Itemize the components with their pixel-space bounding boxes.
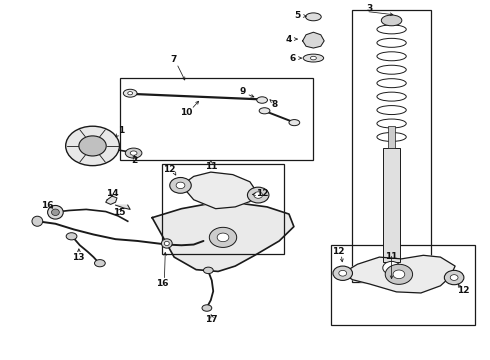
Text: 16: 16: [41, 201, 53, 210]
Text: 11: 11: [385, 252, 398, 261]
Text: 4: 4: [286, 35, 292, 44]
Circle shape: [217, 233, 229, 242]
Circle shape: [170, 177, 191, 193]
Ellipse shape: [125, 148, 142, 158]
Ellipse shape: [66, 233, 77, 240]
Text: 2: 2: [131, 157, 138, 166]
Polygon shape: [152, 203, 294, 271]
Polygon shape: [303, 32, 324, 48]
Ellipse shape: [130, 151, 137, 155]
Bar: [121, 78, 314, 160]
Text: 16: 16: [156, 279, 168, 288]
Ellipse shape: [303, 54, 324, 62]
Ellipse shape: [32, 216, 43, 226]
Text: 11: 11: [204, 162, 217, 171]
Ellipse shape: [311, 56, 317, 60]
Circle shape: [385, 264, 413, 284]
Bar: [331, 244, 475, 325]
Ellipse shape: [203, 267, 213, 274]
Ellipse shape: [259, 108, 270, 114]
Text: 17: 17: [205, 315, 218, 324]
Circle shape: [247, 187, 269, 203]
Ellipse shape: [161, 239, 172, 248]
Text: 7: 7: [171, 55, 177, 64]
Ellipse shape: [123, 89, 137, 97]
Bar: [383, 148, 400, 262]
Text: 12: 12: [163, 166, 175, 175]
Ellipse shape: [95, 260, 105, 267]
Text: 12: 12: [256, 189, 269, 198]
Circle shape: [209, 227, 237, 247]
Ellipse shape: [381, 15, 402, 26]
Text: 15: 15: [113, 208, 125, 217]
Ellipse shape: [48, 206, 63, 219]
Circle shape: [450, 275, 458, 280]
Circle shape: [66, 126, 120, 166]
Ellipse shape: [164, 241, 169, 246]
Ellipse shape: [257, 97, 268, 103]
Circle shape: [393, 270, 405, 279]
Text: 1: 1: [118, 126, 124, 135]
Polygon shape: [106, 196, 117, 204]
Ellipse shape: [202, 305, 212, 311]
Circle shape: [333, 266, 352, 280]
Polygon shape: [343, 255, 455, 293]
Bar: [388, 126, 395, 148]
Polygon shape: [181, 172, 257, 209]
Text: 8: 8: [271, 100, 278, 109]
Ellipse shape: [306, 13, 321, 21]
Circle shape: [444, 270, 464, 285]
Bar: [162, 164, 284, 253]
Text: 5: 5: [294, 10, 300, 19]
Text: 10: 10: [180, 108, 193, 117]
Bar: [352, 10, 431, 282]
Text: 13: 13: [72, 253, 84, 262]
Polygon shape: [116, 205, 130, 210]
Ellipse shape: [128, 91, 133, 95]
Text: 3: 3: [367, 4, 373, 13]
Text: 9: 9: [240, 86, 246, 95]
Text: 12: 12: [457, 285, 469, 294]
Circle shape: [254, 192, 263, 198]
Circle shape: [339, 270, 346, 276]
Circle shape: [176, 182, 185, 189]
Text: 14: 14: [106, 189, 119, 198]
Text: 12: 12: [332, 247, 344, 256]
Ellipse shape: [51, 209, 59, 216]
Text: 6: 6: [290, 54, 296, 63]
Circle shape: [79, 136, 106, 156]
Ellipse shape: [289, 120, 300, 126]
Circle shape: [383, 261, 400, 274]
